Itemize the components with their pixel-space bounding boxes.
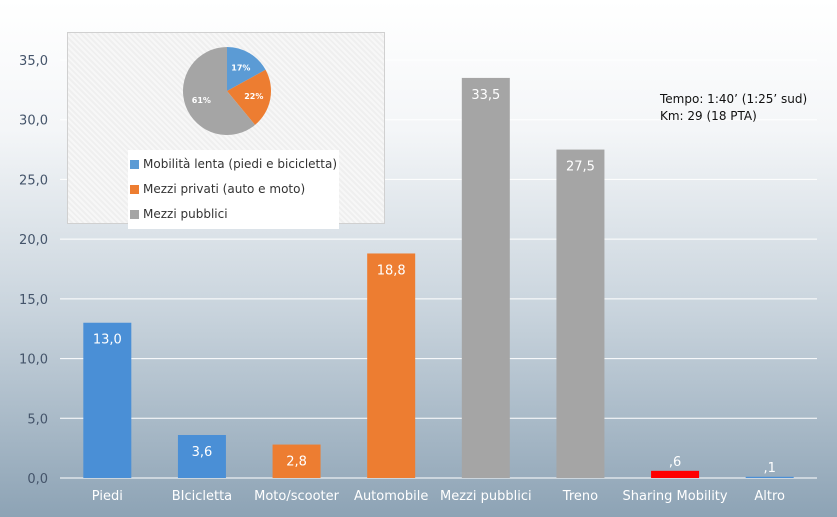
data-label: ,6 [669, 455, 681, 470]
y-tick-label: 5,0 [27, 412, 48, 427]
y-tick-label: 10,0 [19, 353, 48, 368]
pie-inset: 17% 22% 61% Mobilità lenta (piedi e bicicl… [67, 32, 385, 229]
bar [651, 470, 700, 478]
x-tick-label: Sharing Mobility [623, 489, 728, 504]
bar [745, 476, 794, 478]
data-label: 13,0 [93, 333, 122, 348]
bar [367, 253, 416, 478]
legend-label: Mobilità lenta (piedi e bicicletta) [143, 157, 338, 171]
y-tick-label: 35,0 [19, 54, 48, 69]
y-tick-label: 20,0 [19, 233, 48, 248]
x-tick-label: Altro [754, 489, 785, 504]
y-tick-label: 30,0 [19, 114, 48, 129]
bar [556, 149, 605, 479]
data-label: 2,8 [286, 455, 307, 470]
bar [461, 77, 510, 479]
pie-slice [183, 47, 256, 135]
pie-label: 61% [192, 96, 211, 105]
pie-label: 17% [231, 64, 250, 73]
pie-legend: Mobilità lenta (piedi e bicicletta) Mezz… [128, 150, 340, 229]
x-tick-label: Treno [562, 489, 598, 504]
x-tick-label: Automobile [354, 489, 428, 504]
x-tick-label: BIcicletta [172, 489, 232, 504]
legend-item: Mobilità lenta (piedi e bicicletta) [130, 152, 337, 177]
bar [177, 435, 226, 478]
legend-item: Mezzi pubblici [130, 202, 337, 227]
y-tick-label: 0,0 [27, 472, 48, 487]
bar [272, 444, 321, 478]
data-label: 27,5 [566, 160, 595, 175]
annotation: Tempo: 1:40’ (1:25’ sud) Km: 29 (18 PTA) [660, 91, 807, 125]
data-label: 33,5 [471, 88, 500, 103]
legend-swatch [130, 185, 139, 194]
legend-label: Mezzi pubblici [143, 207, 228, 221]
pie-slice [227, 69, 271, 125]
data-label: 18,8 [377, 263, 406, 278]
x-tick-label: Piedi [92, 489, 123, 504]
legend-swatch [130, 210, 139, 219]
bar [83, 322, 132, 478]
data-label: ,1 [763, 461, 775, 476]
y-tick-label: 25,0 [19, 173, 48, 188]
annotation-time: Tempo: 1:40’ (1:25’ sud) [660, 92, 808, 106]
x-tick-label: Mezzi pubblici [440, 489, 532, 504]
data-label: 3,6 [192, 445, 213, 460]
annotation-km: Km: 29 (18 PTA) [660, 109, 757, 123]
pie-chart: 17% 22% 61% [183, 47, 271, 135]
legend-label: Mezzi privati (auto e moto) [143, 182, 306, 196]
legend-swatch [130, 160, 139, 169]
pie-label: 22% [244, 92, 263, 101]
y-tick-label: 15,0 [19, 293, 48, 308]
legend-item: Mezzi privati (auto e moto) [130, 177, 337, 202]
x-tick-label: Moto/scooter [254, 489, 340, 504]
pie-slice [227, 47, 266, 91]
